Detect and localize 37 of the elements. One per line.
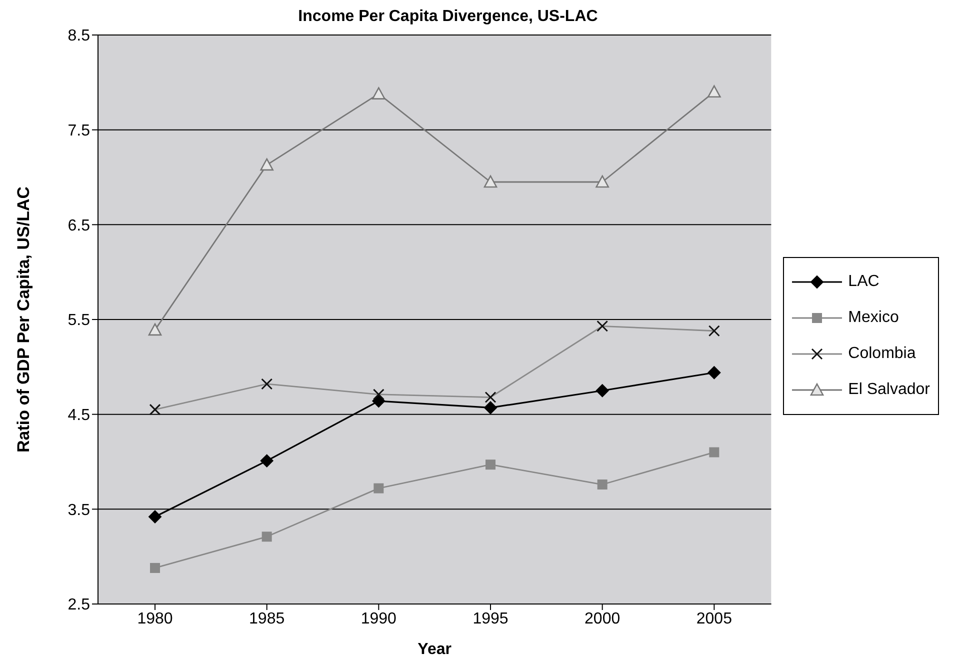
- y-axis-title: Ratio of GDP Per Capita, US/LAC: [14, 186, 34, 453]
- legend-label: Mexico: [848, 309, 899, 327]
- point: [709, 447, 720, 458]
- x-tick-label: 2005: [696, 610, 732, 628]
- x-tick-label: 1985: [249, 610, 285, 628]
- legend-label: LAC: [848, 273, 880, 291]
- x-axis-title: Year: [418, 641, 452, 658]
- point: [596, 384, 609, 398]
- y-tick-label: 8.5: [68, 28, 90, 45]
- point: [374, 483, 384, 494]
- y-tick-label: 3.5: [68, 502, 90, 519]
- point: [148, 510, 162, 524]
- x-tick-label: 1990: [360, 610, 397, 628]
- point: [484, 175, 498, 188]
- y-tick-label: 7.5: [68, 122, 90, 140]
- point: [486, 460, 496, 470]
- point: [597, 480, 608, 490]
- legend-label: El Salvador: [848, 381, 930, 399]
- point: [260, 158, 274, 171]
- point: [708, 85, 721, 98]
- point: [262, 532, 272, 542]
- y-tick-label: 5.5: [68, 312, 90, 330]
- point: [484, 401, 498, 414]
- point: [148, 323, 162, 336]
- x-tick-label: 1995: [472, 610, 508, 628]
- point: [260, 454, 274, 468]
- y-tick-label: 2.5: [68, 596, 90, 614]
- point: [150, 562, 160, 573]
- point: [596, 175, 609, 188]
- y-tick-label: 4.5: [68, 407, 90, 424]
- chart-title: Income Per Capita Divergence, US-LAC: [297, 8, 599, 26]
- point: [372, 87, 386, 100]
- x-tick-label: 2000: [584, 610, 620, 628]
- y-tick-label: 6.5: [68, 217, 90, 234]
- x-tick-label: 1980: [137, 610, 173, 628]
- legend-label: Colombia: [848, 345, 916, 363]
- point: [708, 366, 721, 380]
